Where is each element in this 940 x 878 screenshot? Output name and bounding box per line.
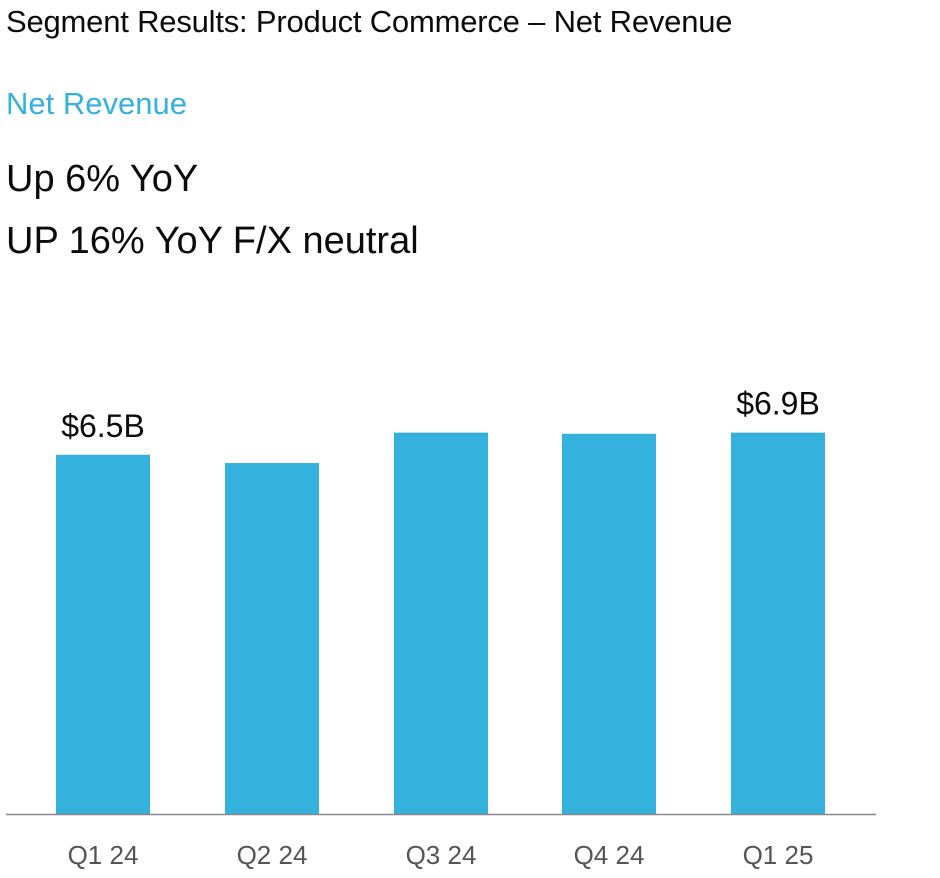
data-labels-layer: $6.5B $6.9B xyxy=(61,386,820,444)
x-tick-labels-layer: Q1 24 Q2 24 Q3 24 Q4 24 Q1 25 xyxy=(68,840,814,870)
headline-yoy: Up 6% YoY xyxy=(6,158,199,200)
bar-q2-24 xyxy=(225,463,319,814)
bars-layer xyxy=(56,432,825,814)
bar-q3-24 xyxy=(394,432,488,814)
x-tick-label: Q1 24 xyxy=(68,840,139,870)
x-tick-label: Q4 24 xyxy=(574,840,645,870)
data-label: $6.5B xyxy=(61,408,145,444)
metric-subtitle: Net Revenue xyxy=(6,86,187,121)
x-tick-label: Q2 24 xyxy=(237,840,308,870)
bar-q4-24 xyxy=(562,433,656,814)
headline-fx-neutral: UP 16% YoY F/X neutral xyxy=(6,220,419,262)
net-revenue-bar-chart: $6.5B $6.9B Q1 24 Q2 24 Q3 24 Q4 24 Q1 25 xyxy=(6,386,876,870)
bar-q1-24 xyxy=(56,454,150,814)
bar-q1-25 xyxy=(731,432,825,814)
data-label: $6.9B xyxy=(736,386,820,422)
slide-title: Segment Results: Product Commerce – Net … xyxy=(6,4,733,39)
x-tick-label: Q3 24 xyxy=(406,840,477,870)
x-tick-label: Q1 25 xyxy=(743,840,814,870)
